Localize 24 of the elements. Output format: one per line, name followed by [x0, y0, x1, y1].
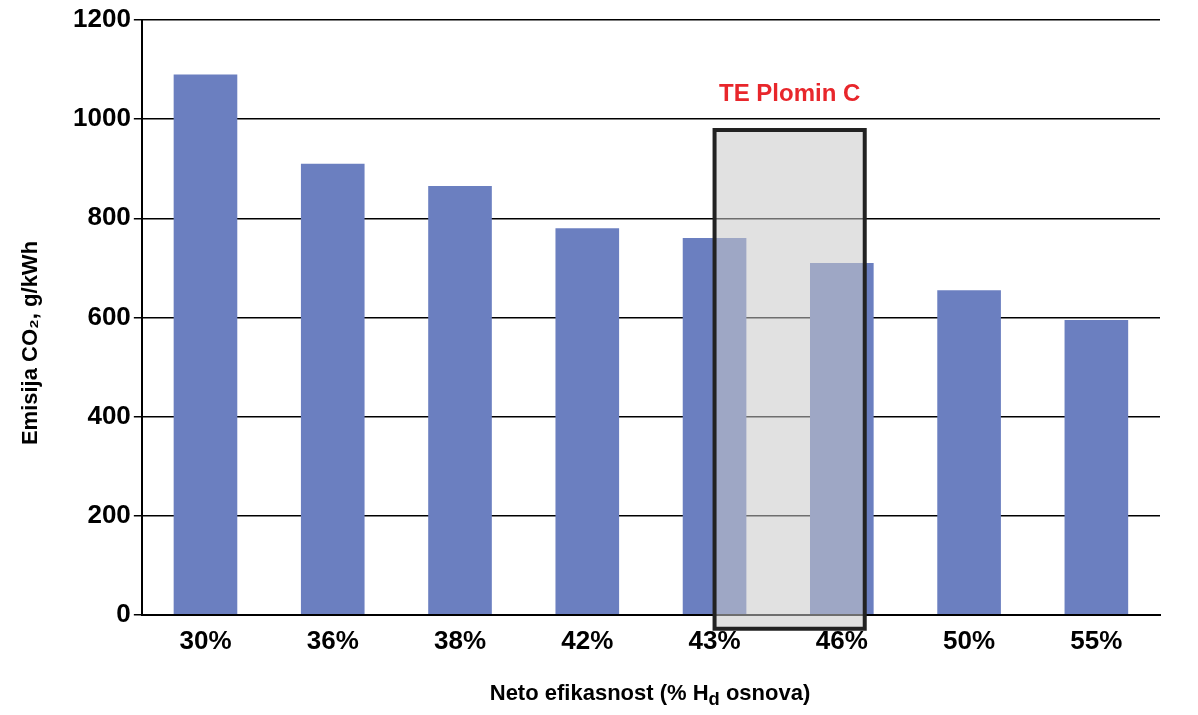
y-tick-label: 1000: [73, 102, 131, 133]
y-tick-label: 200: [87, 498, 131, 529]
x-tick-label: 42%: [561, 624, 614, 655]
band-label: TE Plomin C: [718, 78, 861, 106]
bar: [1064, 319, 1129, 615]
x-tick-label: 30%: [179, 624, 232, 655]
x-tick-label: 50%: [943, 624, 996, 655]
y-tick-label: 400: [87, 399, 131, 430]
x-tick-label: 43%: [688, 624, 741, 655]
y-tick-label: 1200: [73, 3, 131, 34]
bar: [555, 228, 620, 615]
y-tick-label: 0: [116, 597, 131, 628]
x-tick-label: 46%: [815, 624, 868, 655]
bar: [300, 163, 365, 615]
x-tick-label: 55%: [1070, 624, 1123, 655]
y-tick-label: 800: [87, 201, 131, 232]
y-tick-label: 600: [87, 300, 131, 331]
bar: [428, 186, 492, 615]
x-tick-label: 38%: [433, 624, 487, 655]
y-axis-title: Emisija CO₂, g/kWh: [17, 239, 43, 448]
bar: [173, 74, 238, 615]
x-tick-label: 36%: [306, 624, 359, 655]
x-axis-title: Neto efikasnost (% H$_{d}$ osnova): [488, 680, 812, 711]
bar: [937, 290, 1001, 615]
